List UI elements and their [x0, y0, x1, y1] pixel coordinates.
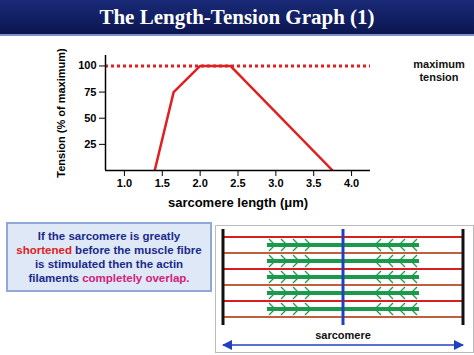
html-text:maximum tension: maximum tension: [413, 58, 465, 83]
svg-text:3.0: 3.0: [268, 177, 283, 189]
svg-text:sarcomere: sarcomere: [315, 329, 371, 341]
svg-text:Tension (% of maximum): Tension (% of maximum): [55, 48, 67, 178]
svg-text:50: 50: [84, 112, 96, 124]
svg-text:100: 100: [78, 59, 96, 71]
svg-text:sarcomere length (μm): sarcomere length (μm): [168, 195, 308, 210]
svg-text:4.0: 4.0: [344, 177, 359, 189]
html-text:shortened before the muscle fi: shortened before the muscle fibre is sti…: [16, 244, 202, 284]
svg-text:1.0: 1.0: [117, 177, 132, 189]
svg-text:2.5: 2.5: [230, 177, 245, 189]
svg-text:75: 75: [84, 86, 96, 98]
svg-text:1.5: 1.5: [155, 177, 170, 189]
svg-text:25: 25: [84, 138, 96, 150]
html-text:If the sarcomere is greatly: If the sarcomere is greatly: [37, 230, 181, 242]
svg-text:2.0: 2.0: [192, 177, 207, 189]
html-text:The Length-Tension Graph (1): The Length-Tension Graph (1): [99, 5, 375, 29]
svg-text:3.5: 3.5: [306, 177, 321, 189]
